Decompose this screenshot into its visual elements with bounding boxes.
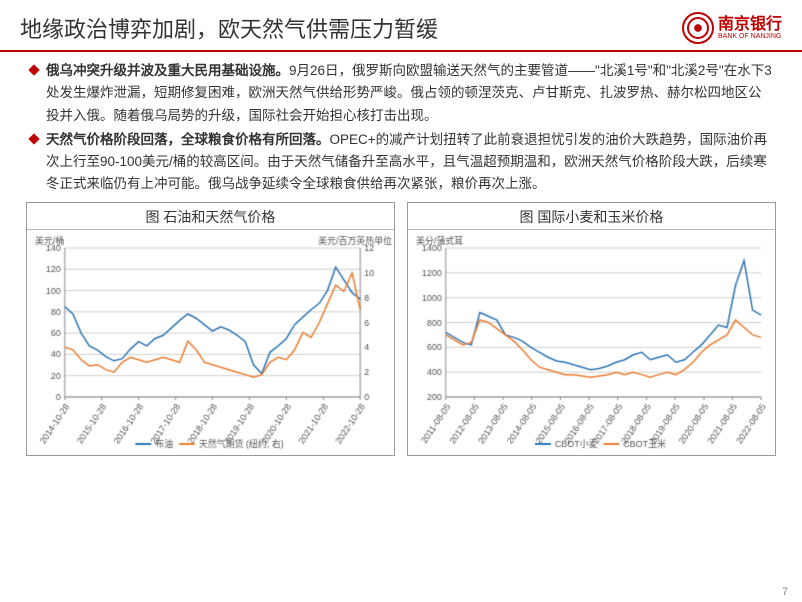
chart2-title: 图 国际小麦和玉米价格	[408, 203, 775, 230]
charts-row: 图 石油和天然气价格 图 国际小麦和玉米价格	[0, 198, 802, 456]
chart1-title: 图 石油和天然气价格	[27, 203, 394, 230]
bullet-2: 天然气价格阶段回落，全球粮食价格有所回落。OPEC+的减产计划扭转了此前衰退担忧…	[30, 129, 772, 196]
chart-wheat-corn: 图 国际小麦和玉米价格	[407, 202, 776, 456]
chart-oil-gas: 图 石油和天然气价格	[26, 202, 395, 456]
logo-icon	[682, 12, 714, 44]
bullet-1-bold: 俄乌冲突升级并波及重大民用基础设施。	[46, 63, 289, 78]
content-body: 俄乌冲突升级并波及重大民用基础设施。9月26日，俄罗斯向欧盟输送天然气的主要管道…	[0, 52, 802, 196]
bank-logo: 南京银行 BANK OF NANJING	[682, 12, 782, 44]
slide-header: 地缘政治博弈加剧，欧天然气供需压力暂缓 南京银行 BANK OF NANJING	[0, 0, 802, 52]
logo-text-en: BANK OF NANJING	[718, 33, 782, 40]
chart2-canvas	[408, 230, 775, 455]
page-number: 7	[782, 586, 788, 598]
bullet-1: 俄乌冲突升级并波及重大民用基础设施。9月26日，俄罗斯向欧盟输送天然气的主要管道…	[30, 60, 772, 127]
chart1-canvas	[27, 230, 394, 455]
bullet-2-bold: 天然气价格阶段回落，全球粮食价格有所回落。	[46, 132, 330, 147]
logo-text-cn: 南京银行	[718, 17, 782, 33]
slide-title: 地缘政治博弈加剧，欧天然气供需压力暂缓	[20, 12, 438, 44]
